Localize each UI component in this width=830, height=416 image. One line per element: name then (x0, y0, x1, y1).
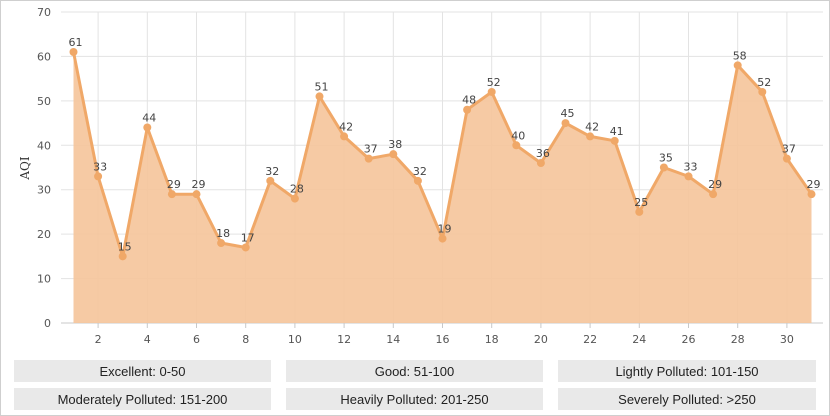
data-label: 28 (290, 183, 304, 196)
legend-lightly-polluted: Lightly Polluted: 101-150 (558, 360, 816, 382)
data-point (389, 150, 398, 159)
data-label: 45 (561, 107, 575, 120)
data-point (315, 92, 324, 101)
y-tick-label: 70 (37, 6, 51, 19)
x-tick-label: 12 (337, 333, 351, 346)
x-tick-label: 26 (682, 333, 696, 346)
x-tick-label: 22 (583, 333, 597, 346)
data-label: 32 (413, 165, 427, 178)
data-point (733, 61, 742, 70)
y-tick-label: 50 (37, 95, 51, 108)
data-label: 35 (659, 152, 673, 165)
data-point (536, 159, 545, 168)
data-point (364, 154, 373, 163)
data-point (463, 105, 472, 114)
data-label: 52 (757, 76, 771, 89)
x-tick-label: 16 (436, 333, 450, 346)
data-label: 42 (585, 120, 599, 133)
y-tick-label: 40 (37, 139, 51, 152)
data-point (290, 194, 299, 203)
x-tick-label: 18 (485, 333, 499, 346)
data-point (118, 252, 127, 261)
data-point (143, 123, 152, 132)
data-point (241, 243, 250, 252)
data-point (94, 172, 103, 181)
data-point (684, 172, 693, 181)
data-label: 61 (69, 36, 83, 49)
data-label: 29 (807, 178, 821, 191)
data-label: 58 (733, 49, 747, 62)
data-label: 36 (536, 147, 550, 160)
y-tick-label: 20 (37, 228, 51, 241)
data-point (709, 190, 718, 199)
y-tick-label: 10 (37, 273, 51, 286)
legend-moderately-polluted: Moderately Polluted: 151-200 (14, 388, 271, 410)
legend-heavily-polluted: Heavily Polluted: 201-250 (286, 388, 543, 410)
data-label: 33 (93, 160, 107, 173)
data-point (438, 234, 447, 243)
data-label: 48 (462, 94, 476, 107)
data-point (487, 87, 496, 96)
data-label: 52 (487, 76, 501, 89)
x-tick-label: 20 (534, 333, 548, 346)
y-axis-label: AQI (18, 156, 32, 181)
data-point (192, 190, 201, 199)
data-point (610, 136, 619, 145)
data-label: 44 (142, 112, 156, 125)
x-tick-label: 8 (242, 333, 249, 346)
x-tick-label: 28 (731, 333, 745, 346)
legend-excellent: Excellent: 0-50 (14, 360, 271, 382)
data-label: 29 (167, 178, 181, 191)
x-tick-label: 10 (288, 333, 302, 346)
data-label: 18 (216, 227, 230, 240)
data-point (659, 163, 668, 172)
legend-good: Good: 51-100 (286, 360, 543, 382)
data-point (635, 207, 644, 216)
y-tick-label: 0 (44, 317, 51, 330)
data-point (266, 176, 275, 185)
data-label: 37 (782, 143, 796, 156)
x-tick-label: 24 (632, 333, 646, 346)
data-point (69, 47, 78, 56)
data-point (561, 119, 570, 128)
data-label: 25 (634, 196, 648, 209)
x-tick-label: 30 (780, 333, 794, 346)
data-label: 51 (315, 80, 329, 93)
data-point (217, 239, 226, 248)
data-label: 17 (241, 231, 255, 244)
data-point (512, 141, 521, 150)
data-label: 15 (118, 240, 132, 253)
data-label: 29 (708, 178, 722, 191)
data-point (413, 176, 422, 185)
data-label: 37 (364, 143, 378, 156)
legend-severely-polluted: Severely Polluted: >250 (558, 388, 816, 410)
data-label: 29 (192, 178, 206, 191)
x-tick-label: 4 (144, 333, 151, 346)
data-label: 41 (610, 125, 624, 138)
data-point (782, 154, 791, 163)
data-point (586, 132, 595, 141)
data-label: 33 (684, 160, 698, 173)
data-point (340, 132, 349, 141)
series-area (73, 52, 812, 323)
y-tick-label: 30 (37, 184, 51, 197)
data-label: 19 (438, 223, 452, 236)
x-tick-label: 6 (193, 333, 200, 346)
data-label: 32 (265, 165, 279, 178)
data-point (758, 87, 767, 96)
x-tick-label: 14 (386, 333, 400, 346)
data-label: 42 (339, 120, 353, 133)
data-label: 38 (388, 138, 402, 151)
data-point (167, 190, 176, 199)
x-tick-label: 2 (95, 333, 102, 346)
y-tick-label: 60 (37, 50, 51, 63)
data-point (807, 190, 816, 199)
data-label: 40 (511, 129, 525, 142)
